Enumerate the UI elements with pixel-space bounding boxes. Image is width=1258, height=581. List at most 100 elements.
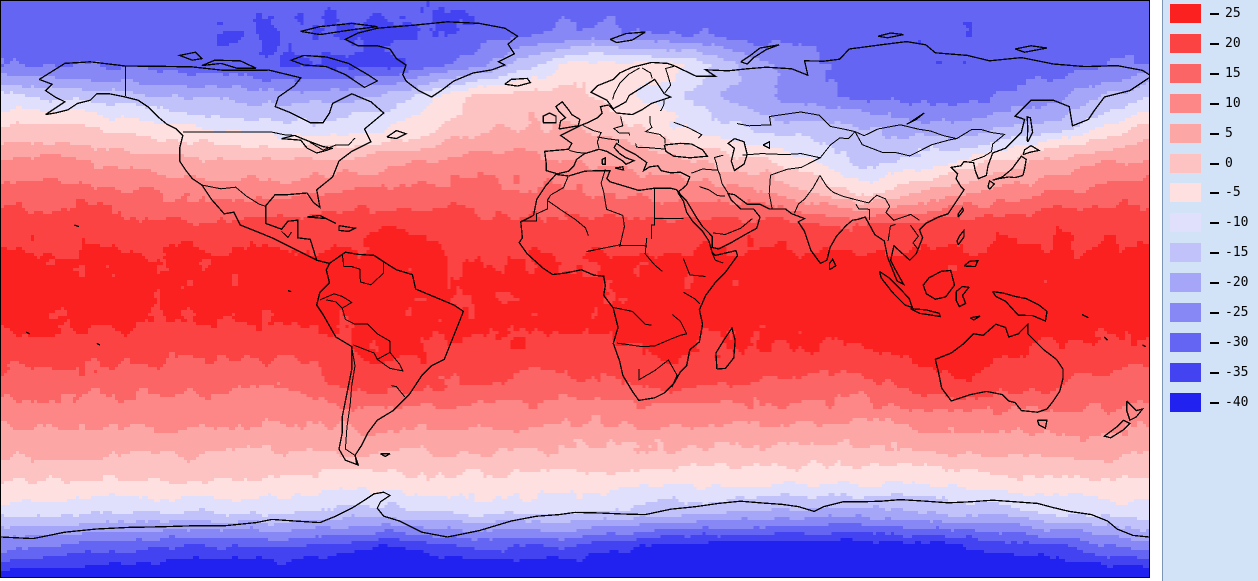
coastline [727, 137, 748, 172]
coastline [663, 142, 709, 159]
coastline [910, 308, 941, 318]
legend-entry: 25 [1170, 4, 1256, 24]
coastline [287, 289, 292, 293]
coastline [609, 31, 646, 44]
legend-value-label: -40 [1225, 394, 1249, 410]
coastline [963, 260, 979, 268]
legend-entry: -40 [1170, 392, 1256, 413]
coastline [201, 59, 257, 69]
coastline [614, 166, 625, 171]
country-border [281, 231, 292, 239]
coastline [956, 228, 965, 246]
country-border [319, 293, 353, 309]
legend-tick [1210, 13, 1219, 15]
country-border [600, 169, 623, 216]
country-border [768, 175, 773, 209]
legend-color-swatch [1170, 63, 1201, 83]
coastline [300, 22, 378, 36]
legend-color-swatch [1170, 183, 1201, 203]
coastline [987, 179, 996, 190]
coastline [877, 32, 904, 39]
legend-tick [1210, 312, 1219, 314]
country-border [644, 116, 666, 144]
legend-tick [1210, 401, 1219, 404]
legend-color-swatch [1170, 93, 1201, 113]
country-border [344, 347, 358, 465]
country-border [682, 258, 706, 277]
coastline [1102, 419, 1131, 439]
legend-color-swatch [1170, 4, 1201, 23]
country-border [854, 124, 957, 157]
country-border [612, 67, 640, 100]
country-border [586, 244, 647, 253]
legend-color-swatch [1170, 213, 1201, 233]
legend-tick [1210, 192, 1219, 195]
country-border [884, 198, 920, 221]
coastline [380, 453, 391, 458]
legend-value-label: 15 [1225, 65, 1241, 81]
legend-color-swatch [1170, 303, 1201, 322]
country-border [659, 98, 665, 112]
legend-value-label: -20 [1225, 275, 1249, 291]
legend-entry: -10 [1170, 213, 1256, 233]
coastline [96, 342, 101, 346]
coastline [542, 112, 557, 124]
legend-value-label: 20 [1225, 35, 1241, 51]
country-border [651, 187, 656, 239]
legend-panel: 25 20 15 10 5 0 -5 -10 -15 -20 -25 -30 -35 -40 [1162, 0, 1258, 581]
country-border [819, 175, 886, 204]
coastline [906, 112, 925, 125]
legend-tick [1210, 132, 1219, 135]
temperature-field-layer [1, 1, 1149, 577]
country-border [641, 67, 653, 79]
coastline [343, 21, 519, 98]
country-border [341, 253, 385, 286]
country-border [182, 131, 295, 136]
country-border [673, 121, 703, 139]
coastline [338, 224, 358, 233]
country-border [699, 186, 725, 197]
country-border [712, 232, 720, 235]
legend-tick [1210, 371, 1219, 374]
legend-color-swatch [1170, 153, 1201, 173]
country-border [547, 199, 589, 236]
legend-color-swatch [1170, 362, 1201, 382]
legend-value-label: -10 [1225, 215, 1249, 231]
coastline [281, 134, 333, 154]
legend-tick [1210, 72, 1219, 75]
coastline [934, 322, 1064, 413]
legend-tick [1210, 341, 1219, 344]
world-temperature-map [0, 0, 1150, 578]
coastline [557, 77, 1149, 286]
country-border [582, 125, 602, 149]
country-border [956, 128, 1006, 162]
country-border [310, 137, 356, 151]
coastline [1103, 336, 1108, 341]
country-border [619, 215, 625, 248]
coastline [26, 331, 30, 335]
country-border [617, 314, 688, 348]
coastline [1036, 419, 1048, 430]
coastline [543, 40, 1149, 175]
country-border [887, 223, 896, 242]
coastline [38, 61, 465, 467]
country-border [569, 149, 586, 154]
country-border [713, 154, 724, 171]
country-border [910, 225, 920, 250]
country-border [520, 176, 569, 222]
country-border [719, 218, 753, 236]
legend-value-label: -15 [1225, 245, 1249, 261]
coastline [307, 214, 337, 224]
legend-value-label: 10 [1225, 95, 1241, 111]
coastline [1014, 45, 1048, 53]
legend-entry: 20 [1170, 33, 1256, 54]
country-border [770, 162, 811, 176]
legend-tick [1210, 222, 1219, 225]
coastline-borders-layer [1, 21, 1149, 540]
legend-entry: -20 [1170, 273, 1256, 293]
coastline [1142, 344, 1147, 348]
coastline [555, 100, 581, 130]
coastline [177, 51, 204, 61]
country-border [326, 299, 391, 361]
